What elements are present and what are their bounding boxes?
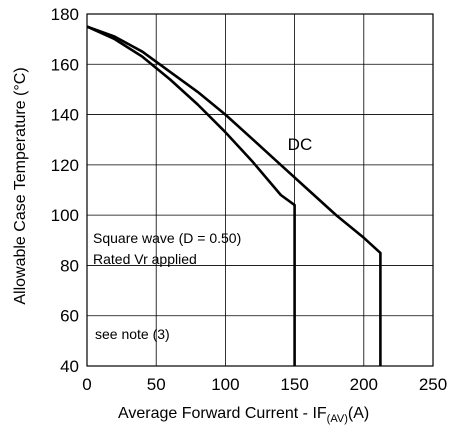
series-lines [86, 25, 382, 366]
x-tick-label: 150 [280, 375, 308, 394]
x-axis-title-main: Average Forward Current - I [118, 405, 317, 422]
tick-labels: 0 50 100 150 200 250 40 60 80 100 120 140 160 180 [51, 5, 448, 394]
y-tick-label: 120 [51, 156, 79, 175]
x-tick-label: 100 [211, 375, 239, 394]
y-tick-label: 140 [51, 106, 79, 125]
x-axis-title-sub-f: F [316, 405, 327, 422]
dc-series-label: DC [288, 135, 313, 154]
grid [87, 14, 433, 366]
x-axis-title-sub: (AV) [326, 413, 348, 425]
series-line-dc [86, 25, 382, 366]
x-axis-title-unit: (A) [347, 405, 370, 422]
plot-frame [86, 13, 434, 367]
series-line-square-wave [86, 25, 296, 366]
rated-vr-note: Rated Vr applied [93, 251, 197, 267]
x-tick-label: 200 [350, 375, 378, 394]
y-tick-label: 100 [51, 206, 79, 225]
x-axis-title: Average Forward Current - IF(AV)(A) [118, 405, 369, 425]
y-tick-label: 80 [60, 256, 79, 275]
x-tick-label: 250 [419, 375, 447, 394]
square-wave-note: Square wave (D = 0.50) [93, 230, 242, 246]
y-tick-label: 160 [51, 55, 79, 74]
x-tick-label: 0 [82, 375, 91, 394]
see-note: see note (3) [95, 326, 170, 342]
y-tick-label: 180 [51, 5, 79, 24]
x-tick-label: 50 [147, 375, 166, 394]
y-axis-title: Allowable Case Temperature (°C) [12, 67, 29, 305]
y-tick-label: 60 [60, 307, 79, 326]
y-tick-label: 40 [60, 357, 79, 376]
